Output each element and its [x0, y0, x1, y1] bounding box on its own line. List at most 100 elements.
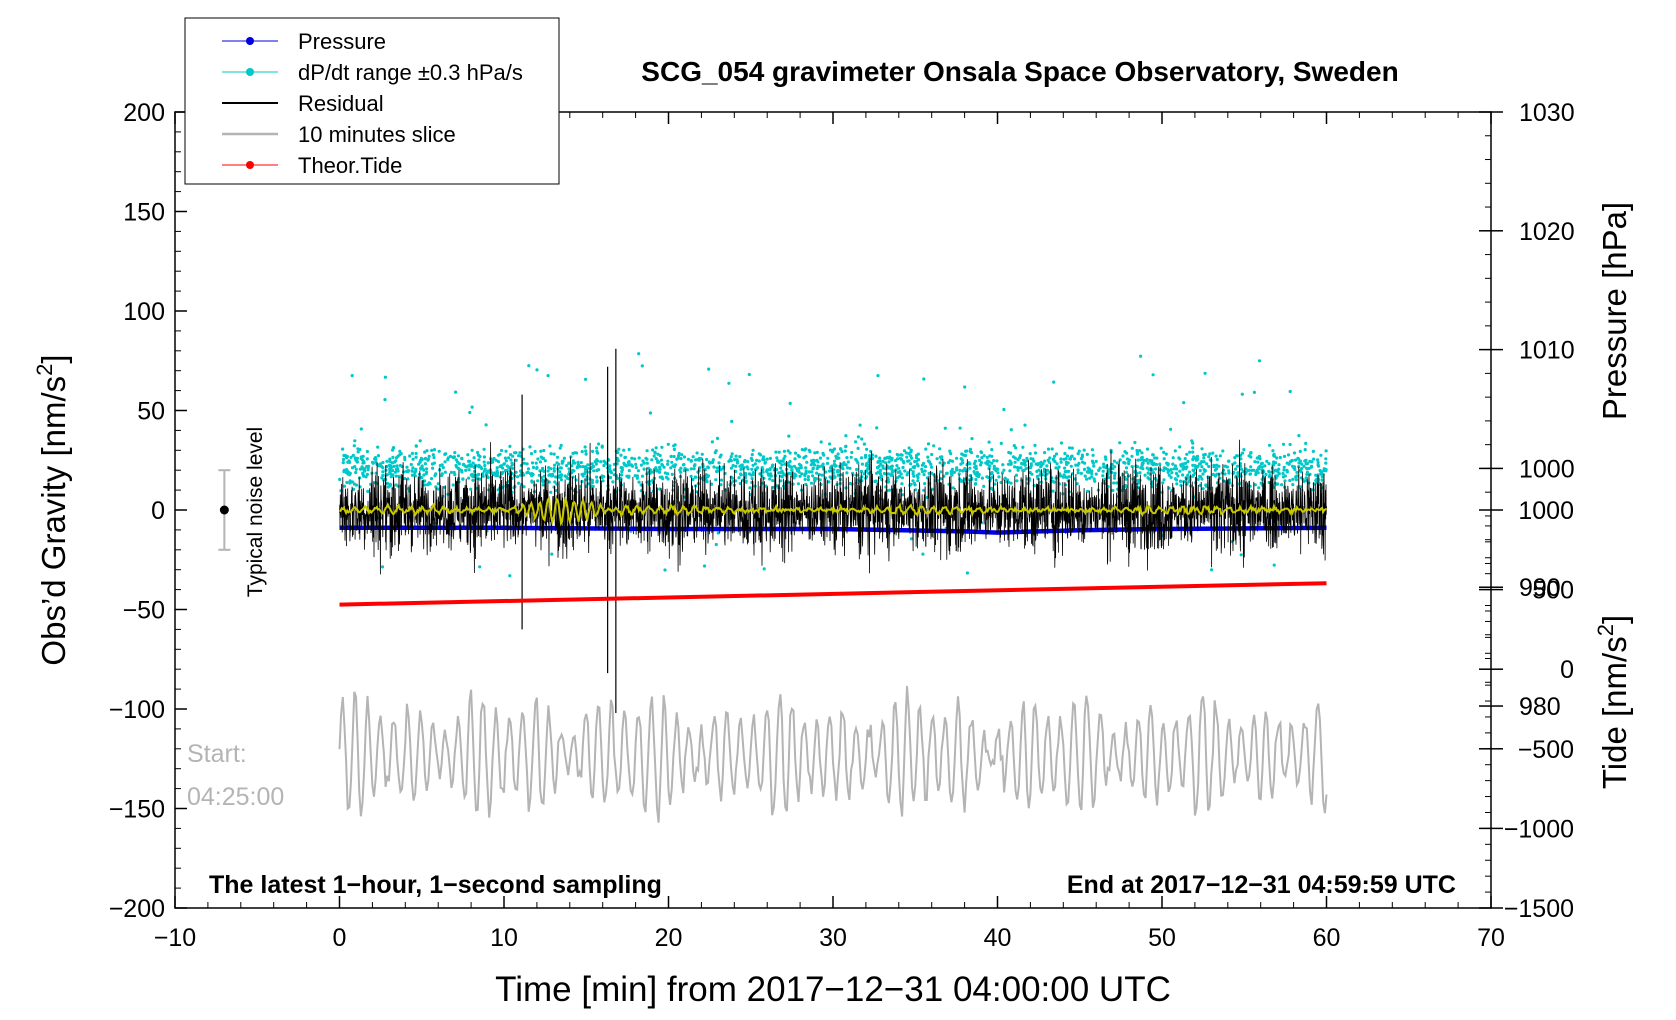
dpdt-point [1090, 469, 1094, 473]
dpdt-point [714, 542, 718, 547]
dpdt-point [639, 463, 644, 467]
dpdt-point [1202, 460, 1206, 464]
x-tick-label: 50 [1148, 924, 1176, 952]
dpdt-point [782, 449, 787, 453]
dpdt-point [916, 479, 920, 483]
dpdt-point [821, 462, 825, 466]
dpdt-point [1218, 454, 1222, 458]
dpdt-point [428, 482, 432, 486]
dpdt-point [623, 455, 627, 460]
dpdt-point [885, 465, 889, 470]
dpdt-point [1272, 452, 1276, 456]
dpdt-point [776, 459, 780, 463]
dpdt-point [938, 461, 942, 465]
dpdt-point [733, 469, 737, 473]
dpdt-point [1178, 469, 1182, 473]
dpdt-point [1258, 457, 1262, 461]
dpdt-point [670, 472, 674, 476]
dpdt-point [535, 466, 539, 470]
dpdt-point [586, 463, 590, 467]
dpdt-point [1240, 392, 1244, 396]
dpdt-point [693, 475, 697, 479]
dpdt-point [968, 447, 973, 451]
dpdt-point [1041, 462, 1045, 466]
dpdt-point [454, 463, 458, 468]
dpdt-point [663, 568, 667, 572]
dpdt-point [1118, 441, 1122, 445]
dpdt-point [958, 426, 962, 430]
dpdt-point [376, 445, 380, 449]
x-tick-label: 20 [655, 924, 683, 952]
dpdt-point [914, 488, 918, 492]
dpdt-point [689, 467, 693, 471]
dpdt-point [900, 482, 904, 486]
dpdt-series [338, 352, 1328, 578]
dpdt-point [1025, 459, 1029, 463]
dpdt-point [338, 477, 342, 481]
dpdt-point [866, 466, 871, 470]
dpdt-point [467, 468, 471, 472]
dpdt-point [839, 447, 843, 451]
dpdt-point [942, 461, 946, 465]
dpdt-point [938, 447, 942, 451]
dpdt-point [923, 482, 927, 486]
dpdt-point [595, 449, 599, 453]
dpdt-point [526, 467, 531, 471]
dpdt-point [1059, 460, 1063, 464]
dpdt-point [1063, 483, 1068, 487]
dpdt-point [381, 466, 385, 470]
dpdt-point [517, 454, 521, 458]
dpdt-point [1214, 454, 1218, 458]
dpdt-point [597, 468, 601, 472]
dpdt-point [443, 452, 447, 456]
dpdt-point [617, 447, 621, 451]
dpdt-point [1239, 553, 1243, 557]
dpdt-point [729, 455, 733, 459]
dpdt-point [1281, 471, 1285, 476]
dpdt-point [616, 451, 620, 455]
dpdt-point [787, 434, 791, 438]
dpdt-point [1268, 470, 1272, 474]
dpdt-point [468, 410, 472, 415]
dpdt-point [530, 461, 535, 465]
dpdt-point [1282, 465, 1286, 469]
dpdt-point [1267, 475, 1271, 479]
dpdt-point [425, 467, 429, 471]
dpdt-point [1143, 473, 1147, 477]
dpdt-point [600, 444, 604, 448]
pressure-tick-label: 1020 [1519, 218, 1575, 246]
dpdt-point [386, 481, 390, 486]
dpdt-point [484, 472, 488, 476]
dpdt-point [549, 490, 553, 494]
dpdt-point [356, 450, 360, 454]
dpdt-point [917, 472, 921, 476]
dpdt-point [640, 474, 645, 478]
dpdt-point [1253, 483, 1257, 487]
dpdt-point [576, 460, 580, 464]
dpdt-point [353, 439, 357, 443]
dpdt-point [845, 471, 849, 475]
dpdt-point [1021, 462, 1025, 466]
dpdt-point [1257, 486, 1261, 490]
dpdt-point [1223, 464, 1227, 468]
dpdt-point [719, 483, 723, 487]
dpdt-point [423, 457, 427, 461]
dpdt-point [800, 448, 804, 452]
dpdt-point [994, 478, 998, 482]
dpdt-point [819, 440, 823, 444]
dpdt-point [359, 427, 363, 431]
dpdt-point [1249, 455, 1253, 459]
dpdt-point [498, 452, 502, 456]
dpdt-point [826, 456, 830, 460]
dpdt-point [1102, 462, 1106, 466]
dpdt-point [670, 460, 674, 464]
dpdt-point [658, 465, 662, 469]
dpdt-point [394, 474, 398, 478]
dpdt-point [389, 475, 393, 479]
dpdt-point [1169, 475, 1173, 479]
dpdt-point [436, 487, 440, 491]
dpdt-point [470, 405, 474, 409]
dpdt-point [642, 461, 646, 465]
dpdt-point [1045, 468, 1050, 472]
dpdt-point [553, 480, 557, 484]
